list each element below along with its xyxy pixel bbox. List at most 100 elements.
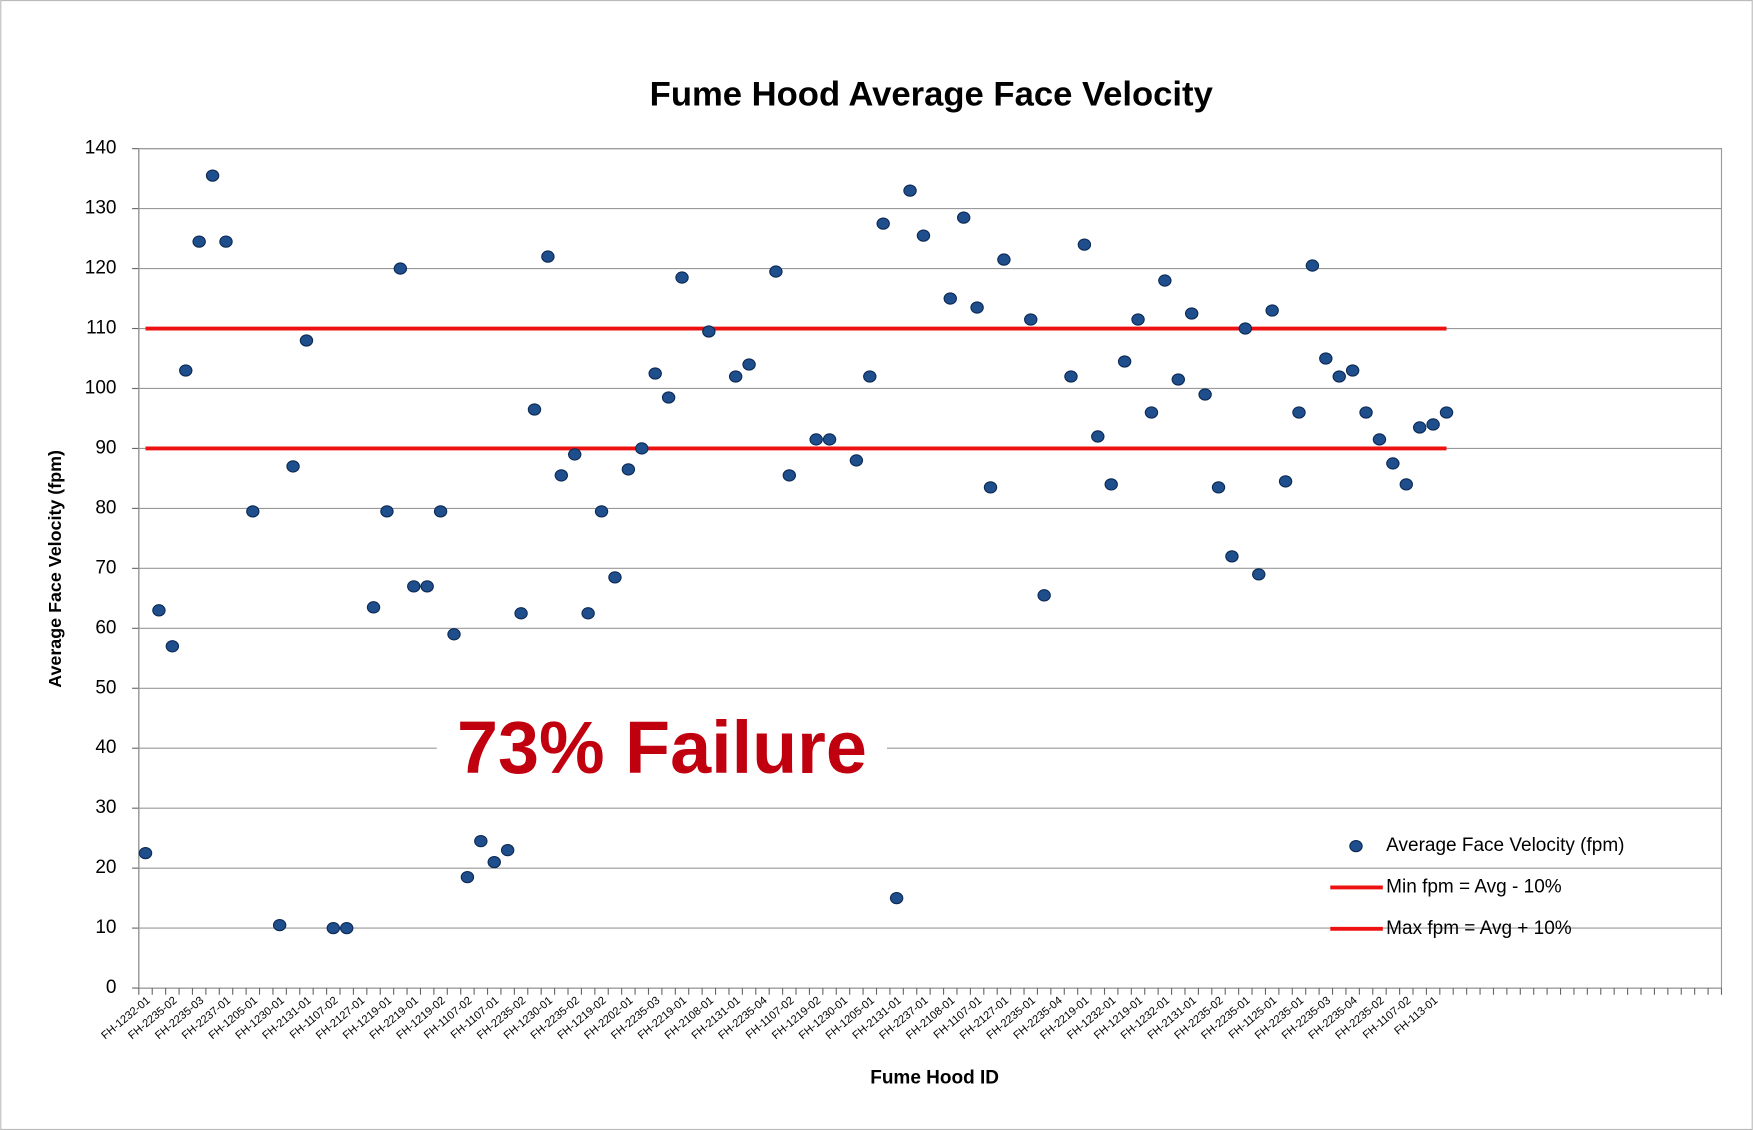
data-point: [541, 250, 555, 263]
data-point: [1117, 355, 1132, 368]
data-point: [822, 433, 837, 446]
data-point: [192, 235, 206, 248]
data-point: [1211, 481, 1226, 494]
data-point: [661, 391, 676, 404]
data-point: [1091, 430, 1105, 443]
data-point: [594, 505, 609, 518]
y-tick-label: 50: [95, 677, 116, 698]
data-point: [1439, 406, 1454, 419]
data-point: [782, 469, 797, 482]
data-point: [272, 918, 287, 932]
data-point: [635, 442, 649, 455]
data-point: [1292, 406, 1306, 419]
data-point: [326, 921, 341, 935]
data-point: [246, 505, 260, 518]
data-point: [165, 640, 180, 653]
data-point: [474, 835, 488, 848]
legend-label: Average Face Velocity (fpm): [1386, 835, 1624, 856]
data-point: [1305, 259, 1320, 272]
data-point: [179, 364, 193, 377]
data-point: [1345, 364, 1360, 377]
data-point: [769, 265, 783, 278]
data-point: [1077, 238, 1092, 251]
y-tick-label: 70: [95, 557, 116, 578]
data-point: [943, 292, 957, 305]
data-point: [1131, 313, 1145, 326]
data-point: [1359, 406, 1373, 419]
data-point: [956, 211, 971, 224]
data-point: [1184, 307, 1199, 320]
data-point: [1372, 433, 1387, 446]
data-point: [1426, 418, 1440, 431]
chart-title: Fume Hood Average Face Velocity: [650, 75, 1214, 113]
data-point: [608, 571, 622, 584]
data-point: [1386, 457, 1400, 470]
data-point: [1332, 370, 1346, 383]
data-point: [1252, 568, 1266, 581]
data-point: [1037, 589, 1051, 602]
data-point: [1265, 304, 1279, 317]
data-point: [876, 217, 890, 230]
data-point: [1278, 475, 1293, 488]
data-point: [675, 271, 689, 284]
data-point: [460, 870, 475, 884]
data-point: [1319, 352, 1333, 365]
annotation-background: [436, 705, 887, 789]
data-point: [393, 262, 408, 275]
data-point: [702, 325, 716, 338]
data-point: [366, 601, 381, 614]
data-point: [1144, 406, 1159, 419]
data-point: [1171, 373, 1185, 386]
y-tick-label: 130: [85, 198, 117, 219]
y-tick-label: 140: [85, 138, 117, 159]
data-point: [983, 481, 998, 494]
y-tick-label: 120: [85, 258, 117, 279]
legend-marker: [1349, 839, 1363, 853]
y-tick-label: 110: [86, 318, 116, 339]
data-point: [742, 358, 756, 371]
data-point: [903, 184, 917, 197]
data-point: [1412, 421, 1427, 434]
data-point: [1399, 478, 1413, 491]
data-point: [970, 301, 984, 314]
data-point: [340, 921, 354, 935]
data-point: [1024, 313, 1038, 326]
data-point: [527, 403, 542, 416]
x-axis-title: Fume Hood ID: [870, 1068, 999, 1089]
y-tick-label: 30: [95, 797, 116, 818]
y-tick-label: 100: [85, 377, 117, 398]
data-point: [299, 334, 314, 347]
data-point: [205, 169, 220, 182]
y-tick-label: 10: [95, 917, 116, 938]
y-tick-label: 0: [106, 977, 117, 998]
data-point: [1225, 550, 1239, 563]
data-point: [568, 448, 582, 461]
data-point: [1104, 478, 1118, 491]
data-point: [621, 463, 636, 476]
data-point: [447, 628, 461, 641]
data-point: [916, 229, 931, 242]
data-point: [380, 505, 394, 518]
data-point: [514, 607, 528, 620]
data-point: [997, 253, 1011, 266]
data-point: [889, 891, 904, 905]
data-point: [1238, 322, 1253, 335]
data-point: [487, 855, 501, 869]
data-point: [138, 847, 153, 860]
data-point: [1158, 274, 1172, 287]
annotation: 73% Failure: [457, 706, 867, 789]
y-tick-label: 80: [95, 497, 116, 518]
data-point: [407, 580, 421, 593]
data-point: [433, 505, 448, 518]
data-point: [1198, 388, 1212, 401]
y-axis-title: Average Face Velocity (fpm): [45, 450, 65, 688]
data-point: [849, 454, 864, 467]
y-tick-label: 20: [95, 857, 116, 878]
data-point: [500, 844, 515, 857]
y-tick-label: 90: [95, 437, 116, 458]
data-point: [152, 604, 166, 617]
y-tick-label: 40: [95, 737, 116, 758]
